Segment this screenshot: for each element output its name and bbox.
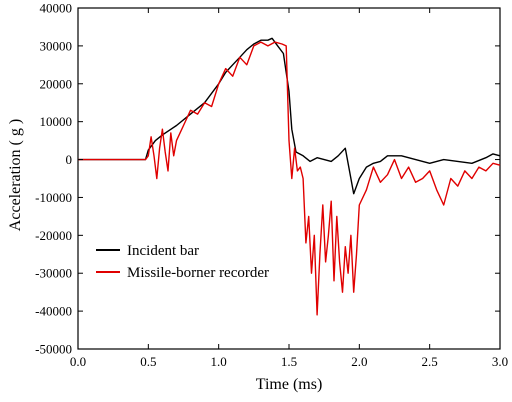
y-tick-label: 30000	[40, 38, 73, 53]
series-line-missile-borner-recorder	[78, 41, 501, 316]
x-tick-label: 2.5	[422, 354, 438, 369]
y-tick-label: 0	[66, 152, 73, 167]
chart-axes	[77, 7, 501, 350]
y-tick-label: 10000	[40, 114, 73, 129]
x-tick-label: 2.0	[351, 354, 367, 369]
x-tick-label: 0.5	[140, 354, 156, 369]
y-tick-label: 20000	[40, 76, 73, 91]
plot-frame	[77, 7, 501, 350]
x-tick-label: 3.0	[492, 354, 508, 369]
series-layer	[78, 37, 501, 316]
y-tick-label: -30000	[35, 266, 72, 281]
legend-label-incident-bar: Incident bar	[127, 243, 199, 259]
y-tick-label: -20000	[35, 228, 72, 243]
ticks-layer: 0.0 0.5 1.0 1.5 2.0 2.5 3.0 -50000 -40000 -30000 -…	[35, 1, 508, 370]
series-line-incident-bar	[78, 37, 501, 195]
x-tick-label: 1.5	[281, 354, 297, 369]
legend-label-missile-borner-recorder: Missile-borner recorder	[127, 265, 269, 281]
legend: Incident bar Missile-borner recorder	[96, 243, 269, 281]
x-axis-title: Time (ms)	[256, 376, 323, 393]
x-tick-label: 0.0	[70, 354, 86, 369]
y-axis-title: Acceleration ( g )	[7, 119, 24, 231]
x-tick-label: 1.0	[211, 354, 227, 369]
y-tick-label: -50000	[35, 342, 72, 357]
y-tick-label: 40000	[40, 1, 73, 16]
y-tick-label: -40000	[35, 304, 72, 319]
y-tick-label: -10000	[35, 190, 72, 205]
